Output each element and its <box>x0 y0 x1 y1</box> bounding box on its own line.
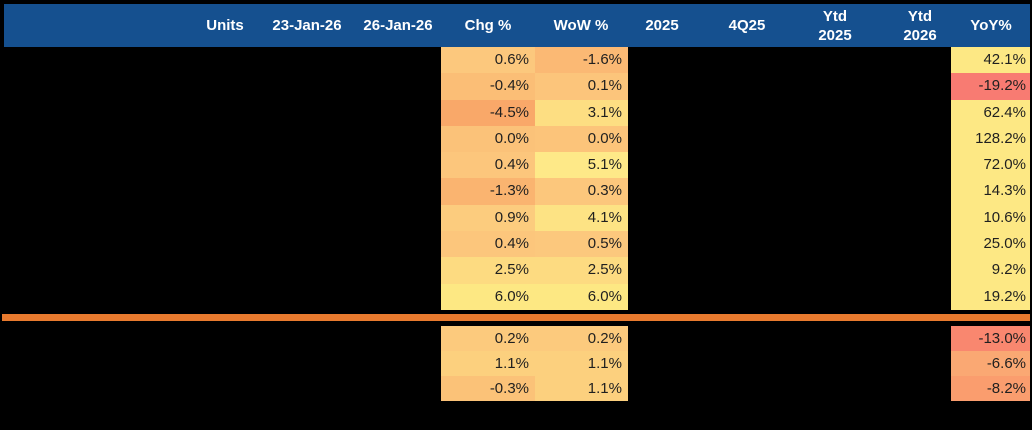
chg-cell: 0.6% <box>441 47 535 74</box>
chg-cell: 0.4% <box>441 152 535 179</box>
yoy-cell: 42.1% <box>951 47 1030 74</box>
yoy-column-bottom-section: -13.0% -6.6% -8.2% <box>951 326 1030 401</box>
wow-cell: 1.1% <box>535 351 628 376</box>
wow-cell: 0.0% <box>535 125 628 153</box>
yoy-cell: -8.2% <box>951 376 1030 401</box>
wow-column-bottom-section: 0.2% 1.1% 1.1% <box>535 326 628 401</box>
wow-cell: 2.5% <box>535 257 628 284</box>
yoy-cell: 25.0% <box>951 231 1030 258</box>
chg-cell: 0.0% <box>441 125 535 153</box>
col-header-ytd-2026: Ytd 2026 <box>903 7 937 44</box>
chg-column-bottom-section: 0.2% 1.1% -0.3% <box>441 326 535 401</box>
chg-cell: 0.4% <box>441 231 535 258</box>
wow-cell: 4.1% <box>535 204 628 232</box>
chg-column-top-section: 0.6% -0.4% -4.5% 0.0% 0.4% -1.3% 0.9% 0.… <box>441 47 535 310</box>
wow-cell: 1.1% <box>535 376 628 401</box>
chg-cell: 2.5% <box>441 257 535 284</box>
yoy-cell: -19.2% <box>951 73 1030 100</box>
yoy-cell: 19.2% <box>951 283 1030 310</box>
chg-cell: -1.3% <box>441 178 535 205</box>
col-header-yoy-pct: YoY% <box>970 17 1012 34</box>
wow-cell: 0.1% <box>535 73 628 100</box>
chg-cell: -4.5% <box>441 99 535 126</box>
yoy-cell: 72.0% <box>951 152 1030 179</box>
col-header-wow-pct: WoW % <box>553 17 609 34</box>
table-header-row: Units 23-Jan-26 26-Jan-26 Chg % WoW % 20… <box>4 4 1030 47</box>
yoy-cell: 14.3% <box>951 178 1030 205</box>
chg-cell: -0.3% <box>441 376 535 401</box>
wow-cell: 5.1% <box>535 152 628 179</box>
yoy-cell: -6.6% <box>951 351 1030 376</box>
yoy-cell: 9.2% <box>951 257 1030 284</box>
wow-cell: 0.2% <box>535 326 628 351</box>
wow-cell: 6.0% <box>535 283 628 310</box>
wow-column-top-section: -1.6% 0.1% 3.1% 0.0% 5.1% 0.3% 4.1% 0.5%… <box>535 47 628 310</box>
wow-cell: 0.5% <box>535 231 628 258</box>
yoy-cell: 128.2% <box>951 125 1030 153</box>
col-header-2025: 2025 <box>645 17 679 34</box>
chg-cell: 6.0% <box>441 283 535 310</box>
chg-cell: 1.1% <box>441 351 535 376</box>
col-header-units: Units <box>206 17 244 34</box>
wow-cell: 3.1% <box>535 99 628 126</box>
section-divider-bar <box>2 314 1030 321</box>
col-header-chg-pct: Chg % <box>464 17 512 34</box>
chg-cell: 0.9% <box>441 204 535 232</box>
col-header-4q25: 4Q25 <box>728 17 766 34</box>
chg-cell: 0.2% <box>441 326 535 351</box>
chg-cell: -0.4% <box>441 73 535 100</box>
wow-cell: -1.6% <box>535 47 628 74</box>
yoy-cell: -13.0% <box>951 326 1030 351</box>
col-header-26-jan-26: 26-Jan-26 <box>363 17 433 34</box>
col-header-ytd-2025: Ytd 2025 <box>818 7 852 44</box>
yoy-cell: 62.4% <box>951 99 1030 126</box>
yoy-cell: 10.6% <box>951 204 1030 232</box>
col-header-23-jan-26: 23-Jan-26 <box>272 17 342 34</box>
yoy-column-top-section: 42.1% -19.2% 62.4% 128.2% 72.0% 14.3% 10… <box>951 47 1030 310</box>
wow-cell: 0.3% <box>535 178 628 205</box>
